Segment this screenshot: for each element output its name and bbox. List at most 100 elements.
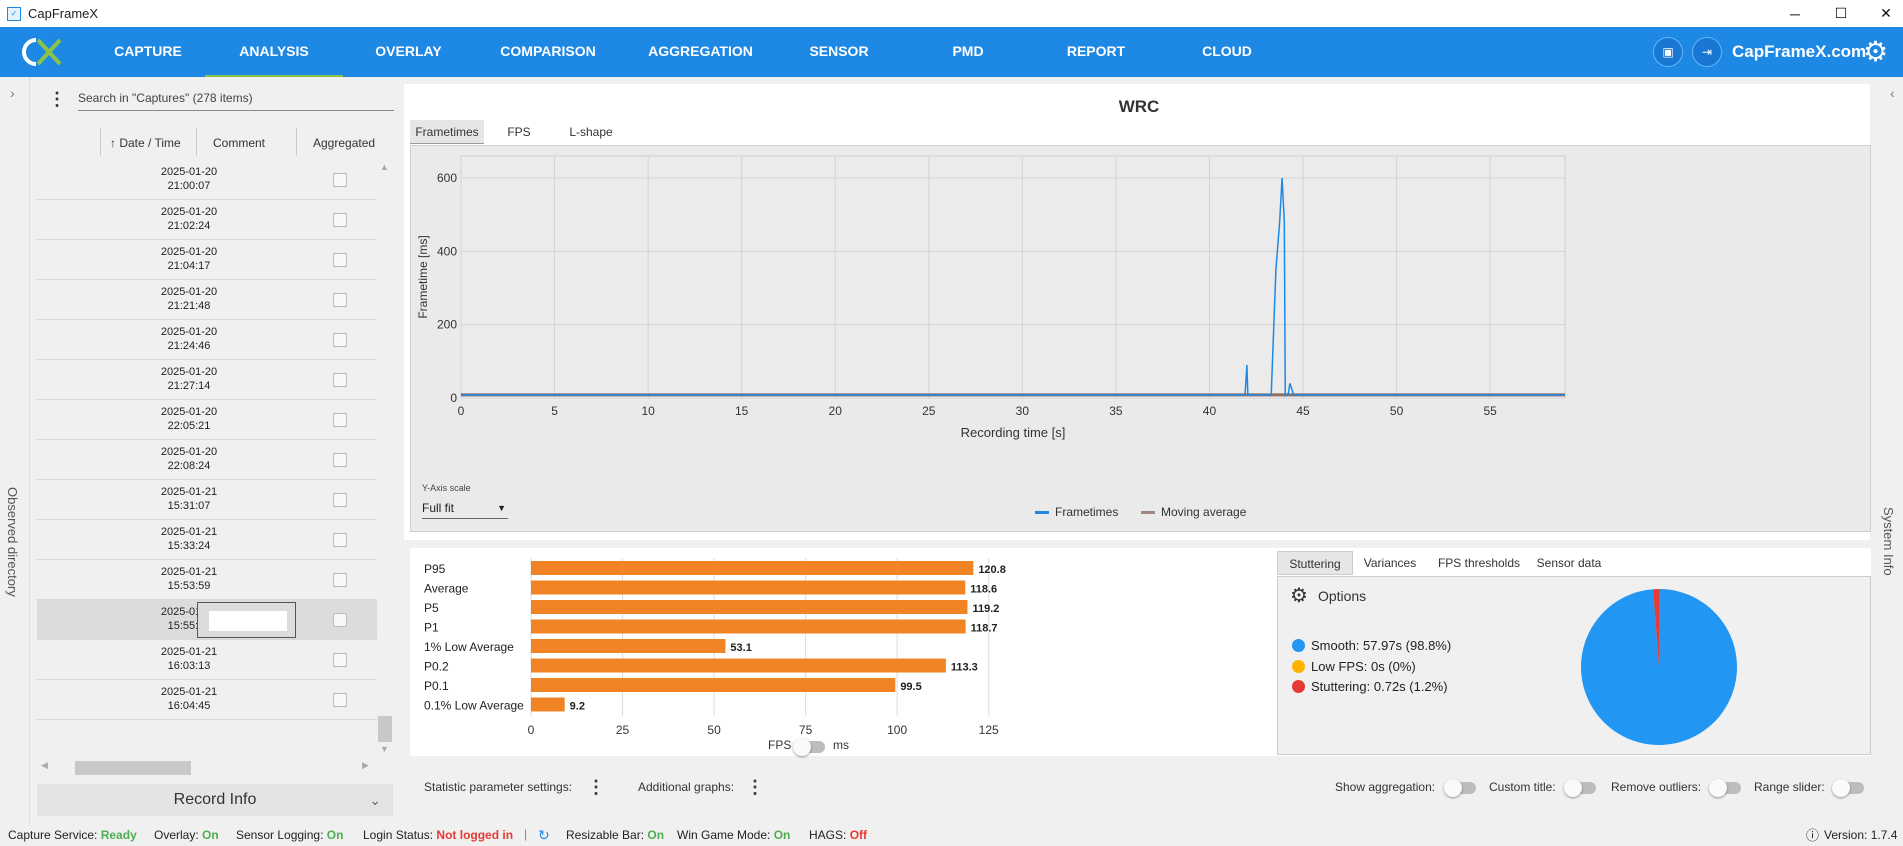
table-row[interactable]: 2025-01-20 21:24:46	[37, 320, 377, 360]
chevron-left-icon[interactable]: ‹	[1890, 85, 1895, 101]
aggregated-checkbox[interactable]	[333, 173, 347, 187]
y-axis-scale-dropdown[interactable]: Full fit ▼	[422, 497, 508, 519]
bar-value-label: 118.7	[971, 623, 998, 635]
row-time: 16:03:13	[167, 660, 211, 672]
tab-report[interactable]: REPORT	[1066, 43, 1126, 59]
bar-category-label: 0.1% Low Average	[424, 699, 524, 713]
record-info-expander[interactable]: Record Info ⌄	[37, 784, 393, 816]
info-icon[interactable]: ⓘ	[1806, 828, 1820, 843]
chevron-right-icon[interactable]: ›	[10, 85, 15, 101]
aggregated-checkbox[interactable]	[333, 253, 347, 267]
minimize-button[interactable]: ─	[1790, 5, 1800, 22]
x-tick-label: 0	[458, 404, 465, 418]
row-date-time: 2025-01-20 21:04:17	[121, 245, 257, 273]
list-horizontal-scrollbar[interactable]: ◀ ▶	[37, 760, 377, 776]
row-time: 16:04:45	[167, 700, 211, 712]
aggregated-checkbox[interactable]	[333, 573, 347, 587]
fps-ms-toggle[interactable]	[793, 738, 825, 756]
stuttering-pie-chart	[1581, 589, 1737, 745]
tab-fps-thresholds[interactable]: FPS thresholds	[1437, 556, 1521, 570]
tab-variances[interactable]: Variances	[1363, 556, 1417, 570]
table-row[interactable]: 2025-01-21 15:53:59	[37, 560, 377, 600]
menu-kebab-icon[interactable]: ⋮	[48, 89, 66, 109]
aggregated-checkbox[interactable]	[333, 373, 347, 387]
tab-sensor[interactable]: SENSOR	[809, 43, 869, 59]
refresh-icon[interactable]: ↻	[538, 827, 550, 843]
tab-aggregation[interactable]: AGGREGATION	[648, 43, 753, 59]
table-row[interactable]: 2025-01-21 16:03:13	[37, 640, 377, 680]
maximize-button[interactable]: ☐	[1834, 5, 1848, 21]
capframex-link[interactable]: CapFrameX.com	[1732, 42, 1867, 61]
bar-value-label: 99.5	[900, 681, 921, 693]
additional-graphs-label: Additional graphs:	[638, 780, 735, 794]
comment-edit-field[interactable]	[197, 602, 296, 638]
table-row[interactable]: 2025-01-20 21:00:07	[37, 160, 377, 200]
aggregated-checkbox[interactable]	[333, 293, 347, 307]
table-row[interactable]: 2025-01-20 21:21:48	[37, 280, 377, 320]
tab-capture[interactable]: CAPTURE	[114, 43, 182, 59]
aggregated-checkbox[interactable]	[333, 453, 347, 467]
row-date: 2025-01-20	[160, 446, 218, 458]
tab-fps[interactable]: FPS	[507, 125, 531, 139]
table-row[interactable]: 2025-01-20 21:02:24	[37, 200, 377, 240]
scroll-thumb[interactable]	[378, 716, 392, 742]
row-date-time: 2025-01-21 15:53:59	[121, 565, 257, 593]
tab-l-shape[interactable]: L-shape	[569, 125, 613, 139]
column-comment[interactable]: Comment	[213, 136, 266, 150]
row-date-time: 2025-01-20 22:05:21	[121, 405, 257, 433]
aggregated-checkbox[interactable]	[333, 653, 347, 667]
legend-label: Moving average	[1161, 505, 1247, 519]
observed-directory-label[interactable]: Observed directory	[5, 487, 20, 597]
table-row[interactable]: 2025-01-20 22:08:24	[37, 440, 377, 480]
scroll-right-icon[interactable]: ▶	[362, 760, 369, 770]
tab-frametimes[interactable]: Frametimes	[410, 120, 484, 144]
column-date-time[interactable]: ↑ Date / Time	[110, 128, 181, 158]
system-info-label[interactable]: System Info	[1881, 507, 1896, 576]
tab-pmd[interactable]: PMD	[952, 43, 984, 59]
close-button[interactable]: ✕	[1880, 5, 1892, 21]
aggregated-checkbox[interactable]	[333, 413, 347, 427]
tab-sensor-data[interactable]: Sensor data	[1536, 556, 1602, 570]
scroll-down-icon[interactable]: ▼	[380, 744, 389, 754]
range-slider-toggle[interactable]	[1832, 779, 1864, 797]
aggregated-checkbox[interactable]	[333, 533, 347, 547]
table-row[interactable]: 2025-01-21 15:55:45	[37, 600, 377, 640]
table-row[interactable]: 2025-01-20 21:04:17	[37, 240, 377, 280]
legend-moving-average: Moving average	[1141, 505, 1246, 519]
aggregated-checkbox[interactable]	[333, 213, 347, 227]
tab-stuttering[interactable]: Stuttering	[1277, 551, 1353, 575]
additional-graphs-kebab-icon[interactable]: ⋮	[746, 777, 764, 797]
statistic-settings-kebab-icon[interactable]: ⋮	[587, 777, 605, 797]
scroll-up-icon[interactable]: ▲	[380, 162, 389, 172]
settings-gear-icon[interactable]: ⚙	[1863, 36, 1889, 67]
list-vertical-scrollbar[interactable]: ▲ ▼	[378, 160, 392, 754]
options-button[interactable]: ⚙ Options	[1290, 583, 1366, 608]
aggregated-checkbox[interactable]	[333, 693, 347, 707]
tab-analysis[interactable]: ANALYSIS	[205, 27, 343, 77]
table-row[interactable]: 2025-01-21 15:31:07	[37, 480, 377, 520]
screenshot-icon[interactable]: ▣	[1653, 37, 1683, 67]
table-row[interactable]: 2025-01-21 15:33:24	[37, 520, 377, 560]
row-time: 21:00:07	[167, 180, 211, 192]
show-aggregation-toggle[interactable]	[1444, 779, 1476, 797]
table-row[interactable]: 2025-01-20 21:27:14	[37, 360, 377, 400]
scroll-left-icon[interactable]: ◀	[41, 760, 48, 770]
column-aggregated[interactable]: Aggregated	[313, 136, 376, 150]
login-icon[interactable]: ⇥	[1692, 37, 1722, 67]
table-row[interactable]: 2025-01-21 16:04:45	[37, 680, 377, 720]
table-row[interactable]: 2025-01-20 22:05:21	[37, 400, 377, 440]
x-tick-label: 30	[1016, 404, 1030, 418]
scroll-thumb[interactable]	[75, 761, 191, 775]
tab-cloud[interactable]: CLOUD	[1202, 43, 1252, 59]
tab-comparison[interactable]: COMPARISON	[500, 43, 596, 59]
aggregated-checkbox[interactable]	[333, 493, 347, 507]
remove-outliers-toggle[interactable]	[1709, 779, 1741, 797]
row-date: 2025-01-21	[160, 686, 218, 698]
tab-overlay[interactable]: OVERLAY	[375, 43, 442, 59]
aggregated-checkbox[interactable]	[333, 613, 347, 627]
status-value: On	[773, 828, 791, 842]
aggregated-checkbox[interactable]	[333, 333, 347, 347]
custom-title-toggle[interactable]	[1564, 779, 1596, 797]
search-input[interactable]: Search in "Captures" (278 items)	[78, 85, 394, 111]
x-tick-label: 75	[799, 723, 813, 737]
